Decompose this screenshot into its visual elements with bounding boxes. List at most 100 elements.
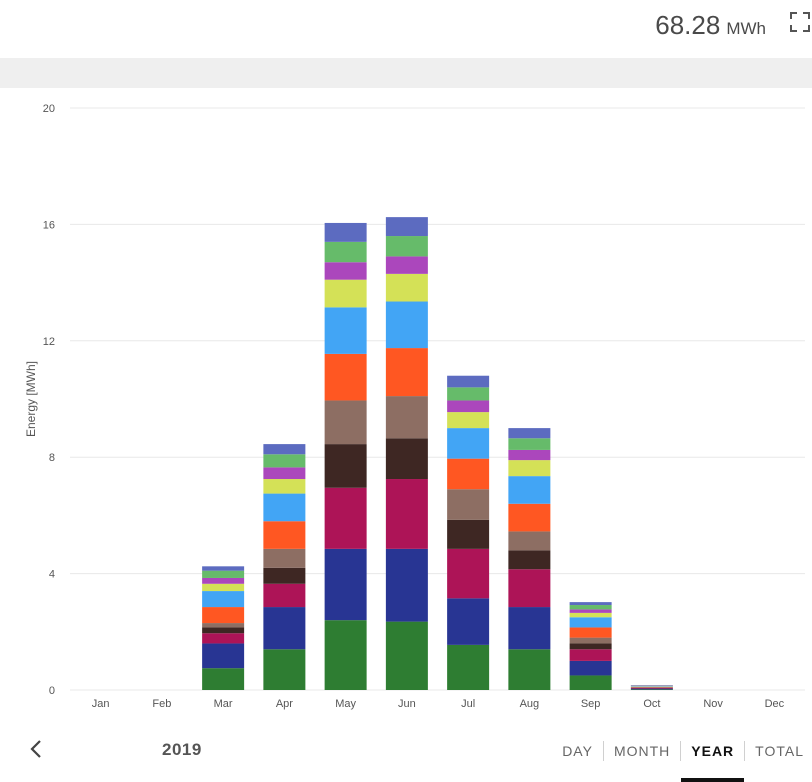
tab-total[interactable]: TOTAL bbox=[755, 743, 804, 759]
bar-segment-may-s5 bbox=[324, 400, 367, 445]
x-tick-label: Feb bbox=[152, 698, 171, 710]
bar-segment-jul-s3 bbox=[447, 548, 490, 599]
bar-segment-jun-s4 bbox=[385, 438, 428, 480]
bar-segment-aug-s2 bbox=[508, 607, 551, 650]
x-tick-label: Jul bbox=[461, 698, 475, 710]
bar-segment-sep-s3 bbox=[569, 649, 612, 661]
bar-segment-sep-s2 bbox=[569, 660, 612, 676]
bar-segment-apr-s6 bbox=[263, 521, 306, 549]
bar-segment-aug-s8 bbox=[508, 460, 551, 477]
bar-segment-may-s4 bbox=[324, 444, 367, 488]
total-energy: 68.28 MWh bbox=[655, 10, 766, 41]
bar-segment-oct-s6 bbox=[630, 686, 673, 688]
tab-day[interactable]: DAY bbox=[562, 743, 593, 759]
bar-segment-oct-s2 bbox=[630, 688, 673, 690]
x-tick-label: Aug bbox=[520, 698, 540, 710]
bar-segment-jul-s1 bbox=[447, 644, 490, 690]
bar-segment-may-s6 bbox=[324, 353, 367, 401]
toolbar-band bbox=[0, 58, 812, 88]
bar-segment-mar-s3 bbox=[202, 633, 245, 644]
bar-segment-jul-s6 bbox=[447, 458, 490, 490]
y-tick-label: 16 bbox=[43, 219, 55, 231]
tab-divider bbox=[680, 741, 682, 761]
x-tick-label: Dec bbox=[765, 698, 785, 710]
bar-segment-mar-s10 bbox=[202, 570, 245, 578]
top-bar: 68.28 MWh bbox=[0, 0, 812, 58]
bar-segment-jun-s11 bbox=[385, 217, 428, 237]
total-energy-unit: MWh bbox=[726, 19, 766, 38]
bar-segment-jul-s10 bbox=[447, 387, 490, 401]
bar-segment-sep-s7 bbox=[569, 617, 612, 628]
bar-segment-jun-s8 bbox=[385, 273, 428, 302]
x-tick-label: Mar bbox=[214, 698, 233, 710]
bar-segment-apr-s10 bbox=[263, 454, 306, 468]
bar-segment-jun-s3 bbox=[385, 479, 428, 549]
bar-segment-may-s2 bbox=[324, 548, 367, 621]
y-tick-label: 8 bbox=[49, 452, 55, 464]
bar-segment-may-s10 bbox=[324, 241, 367, 263]
bar-segment-aug-s6 bbox=[508, 503, 551, 532]
bar-segment-sep-s6 bbox=[569, 627, 612, 638]
bar-segment-jun-s5 bbox=[385, 396, 428, 439]
tab-divider bbox=[744, 741, 746, 761]
bar-segment-apr-s9 bbox=[263, 467, 306, 480]
bar-segment-sep-s9 bbox=[569, 609, 612, 613]
x-tick-label: Oct bbox=[643, 698, 660, 710]
bar-segment-mar-s7 bbox=[202, 591, 245, 608]
tab-month[interactable]: MONTH bbox=[613, 743, 671, 759]
bar-segment-aug-s7 bbox=[508, 476, 551, 504]
x-tick-label: Jan bbox=[92, 698, 110, 710]
bar-segment-mar-s1 bbox=[202, 668, 245, 690]
bar-segment-may-s7 bbox=[324, 307, 367, 354]
bar-segment-mar-s9 bbox=[202, 577, 245, 584]
fullscreen-icon[interactable] bbox=[788, 10, 812, 34]
chart-svg: 0 4 8 12 16 20 Energy [MWh] Jan Feb Mar Apr May Jun J… bbox=[24, 103, 805, 710]
x-tick-label: Sep bbox=[581, 698, 601, 710]
bar-segment-sep-s11 bbox=[569, 602, 612, 606]
period-tabs: DAY MONTH YEAR TOTAL bbox=[552, 738, 812, 782]
x-tick-label: Jun bbox=[398, 698, 416, 710]
y-tick-label: 12 bbox=[43, 336, 55, 348]
bar-segment-jul-s4 bbox=[447, 519, 490, 549]
bar-segment-apr-s1 bbox=[263, 649, 306, 690]
bar-segment-aug-s9 bbox=[508, 449, 551, 461]
x-tick-label: May bbox=[335, 698, 356, 710]
bar-segment-mar-s4 bbox=[202, 627, 245, 634]
y-axis-label: Energy [MWh] bbox=[24, 361, 38, 437]
x-tick-label: Apr bbox=[276, 698, 293, 710]
bar-segment-jul-s9 bbox=[447, 400, 490, 413]
bar-segment-may-s1 bbox=[324, 620, 367, 690]
bar-segment-jul-s8 bbox=[447, 412, 490, 429]
x-tick-label: Nov bbox=[703, 698, 723, 710]
bar-segment-mar-s2 bbox=[202, 643, 245, 669]
period-footer: 2019 DAY MONTH YEAR TOTAL bbox=[0, 716, 812, 782]
bar-segment-jul-s2 bbox=[447, 598, 490, 645]
bar-segment-jul-s5 bbox=[447, 489, 490, 520]
bar-segment-aug-s3 bbox=[508, 569, 551, 608]
bar-segment-jun-s1 bbox=[385, 621, 428, 690]
bar-segment-apr-s5 bbox=[263, 548, 306, 568]
bar-segment-mar-s8 bbox=[202, 583, 245, 592]
bar-segment-jun-s7 bbox=[385, 301, 428, 349]
energy-chart: 0 4 8 12 16 20 Energy [MWh] Jan Feb Mar Apr May Jun J… bbox=[0, 88, 812, 716]
bar-segment-aug-s10 bbox=[508, 438, 551, 450]
y-tick-label: 4 bbox=[49, 569, 55, 581]
bar-segment-apr-s4 bbox=[263, 567, 306, 584]
y-tick-label: 0 bbox=[49, 685, 55, 697]
bar-segment-aug-s1 bbox=[508, 649, 551, 690]
tab-year[interactable]: YEAR bbox=[681, 738, 745, 782]
bar-segment-apr-s8 bbox=[263, 479, 306, 494]
bar-segment-sep-s1 bbox=[569, 675, 612, 690]
bar-segment-jun-s10 bbox=[385, 236, 428, 257]
bar-segment-jul-s11 bbox=[447, 375, 490, 388]
tab-divider bbox=[602, 741, 604, 761]
bar-segment-oct-s1 bbox=[630, 689, 673, 690]
bar-segment-oct-s7 bbox=[630, 686, 673, 687]
bar-segment-jun-s6 bbox=[385, 348, 428, 397]
bar-segment-apr-s2 bbox=[263, 607, 306, 650]
bar-segment-mar-s5 bbox=[202, 623, 245, 628]
y-tick-label: 20 bbox=[43, 103, 55, 115]
bar-segment-may-s3 bbox=[324, 487, 367, 549]
chevron-left-icon[interactable] bbox=[22, 734, 52, 764]
bar-segment-aug-s5 bbox=[508, 531, 551, 551]
